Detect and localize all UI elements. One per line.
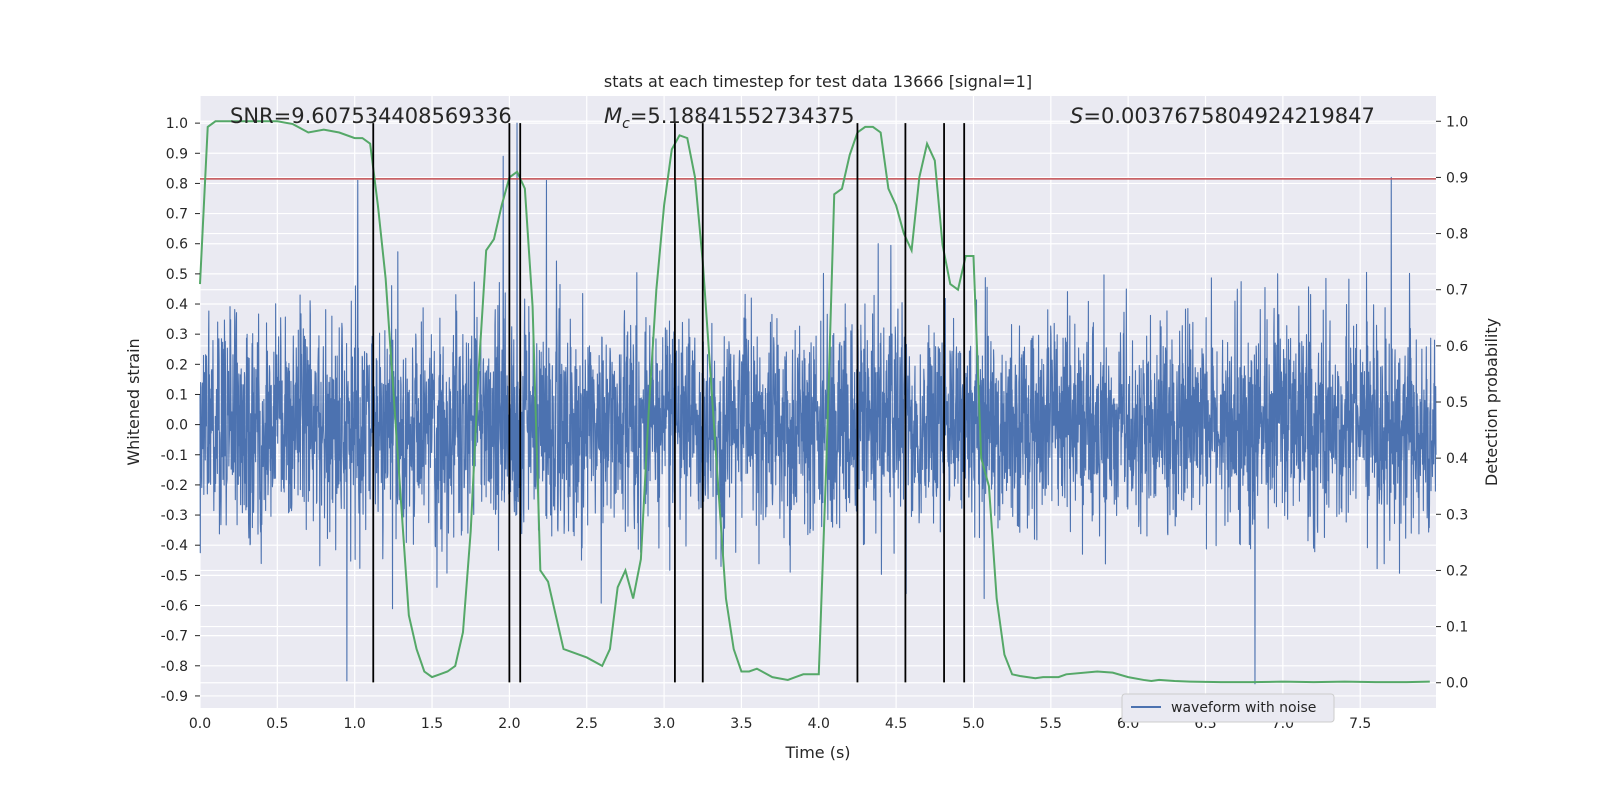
event-marker-lines (372, 123, 966, 683)
y-axis-right-label: Detection probability (1482, 318, 1501, 486)
x-tick-label: 4.5 (885, 716, 907, 732)
y-left-tick-label: 0.8 (166, 176, 188, 192)
y-left-tick-label: 1.0 (166, 116, 188, 132)
y-axis-left-label: Whitened strain (124, 338, 143, 465)
y-left-tick-label: -0.3 (161, 508, 188, 524)
s-value: =0.0037675804924219847 (1083, 104, 1375, 128)
y-left-tick-label: 0.6 (166, 237, 188, 253)
legend: waveform with noise (1121, 693, 1335, 723)
y-right-tick-label: 0.3 (1446, 507, 1468, 523)
chirp-mass-value: =5.18841552734375 (630, 104, 855, 128)
y-left-tick-label: -0.5 (161, 568, 188, 584)
y-axis-right-ticks: 1.0 0.9 0.8 0.7 0.6 0.5 0.4 0.3 0.2 0.1 0.0 (1436, 114, 1468, 692)
s-symbol: S (1070, 104, 1083, 128)
x-tick-label: 4.0 (808, 716, 830, 732)
y-left-tick-label: 0.0 (166, 418, 188, 434)
x-tick-label: 1.0 (344, 716, 366, 732)
y-right-tick-label: 0.7 (1446, 283, 1468, 299)
waveform-line (199, 122, 1437, 685)
y-right-tick-label: 0.4 (1446, 451, 1468, 467)
y-left-tick-label: 0.1 (166, 387, 188, 403)
x-tick-label: 3.5 (730, 716, 752, 732)
snr-annotation: SNR=9.607534408569336 (230, 104, 512, 128)
y-left-tick-label: -0.8 (161, 659, 188, 675)
chirp-mass-subscript: c (622, 116, 630, 132)
y-left-tick-label: 0.9 (166, 146, 188, 162)
legend-entry-waveform: waveform with noise (1171, 700, 1316, 716)
y-left-tick-label: -0.4 (161, 538, 188, 554)
y-left-tick-label: 0.3 (166, 327, 188, 343)
s-annotation: S=0.0037675804924219847 (1070, 104, 1375, 128)
x-axis-label: Time (s) (784, 743, 850, 762)
chirp-mass-annotation: Mc=5.18841552734375 (604, 104, 855, 132)
x-tick-label: 5.0 (962, 716, 984, 732)
y-left-tick-label: -0.6 (161, 598, 188, 614)
chart-title: stats at each timestep for test data 136… (604, 72, 1032, 91)
y-right-tick-label: 0.5 (1446, 395, 1468, 411)
y-right-tick-label: 0.0 (1446, 676, 1468, 692)
y-right-tick-label: 0.8 (1446, 227, 1468, 243)
x-tick-label: 1.5 (421, 716, 443, 732)
x-tick-label: 2.0 (498, 716, 520, 732)
y-left-tick-label: 0.2 (166, 357, 188, 373)
x-tick-label: 0.0 (189, 716, 211, 732)
legend-box (1121, 693, 1335, 723)
y-left-tick-label: -0.1 (161, 448, 188, 464)
x-tick-label: 0.5 (266, 716, 288, 732)
detection-probability-series (199, 120, 1430, 684)
y-right-tick-label: 0.6 (1446, 339, 1468, 355)
x-tick-label: 7.5 (1349, 716, 1371, 732)
chirp-mass-symbol: M (604, 104, 622, 128)
y-left-tick-label: 0.4 (166, 297, 188, 313)
y-left-tick-label: 0.5 (166, 267, 188, 283)
y-left-tick-label: -0.9 (161, 689, 188, 705)
y-left-tick-label: -0.2 (161, 478, 188, 494)
y-axis-left-ticks: 1.0 0.9 0.8 0.7 0.6 0.5 0.4 0.3 0.2 0.1 0.0 -0.1 -0.… (161, 116, 200, 705)
y-left-tick-label: 0.7 (166, 207, 188, 223)
x-tick-label: 2.5 (576, 716, 598, 732)
detection-probability-line (199, 120, 1430, 684)
x-tick-label: 3.0 (653, 716, 675, 732)
y-right-tick-label: 0.1 (1446, 620, 1468, 636)
y-left-tick-label: -0.7 (161, 629, 188, 645)
y-right-tick-label: 1.0 (1446, 114, 1468, 130)
x-tick-label: 5.5 (1040, 716, 1062, 732)
y-right-tick-label: 0.9 (1446, 170, 1468, 186)
y-right-tick-label: 0.2 (1446, 563, 1468, 579)
waveform-series (199, 122, 1437, 685)
